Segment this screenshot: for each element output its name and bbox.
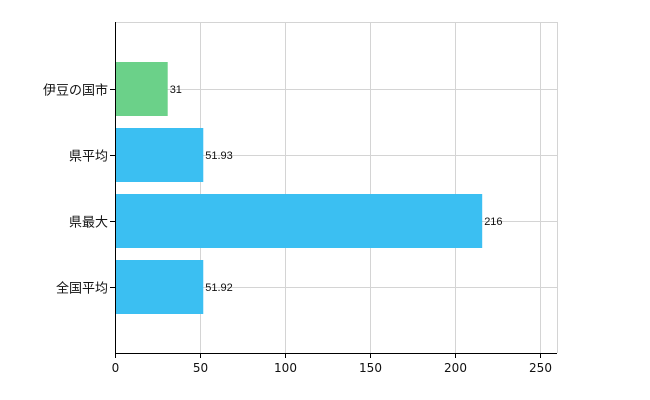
y-tick-label-1: 県平均 [69,150,108,165]
bar-0 [115,62,168,116]
x-tick-label-200: 200 [444,361,467,375]
data-label-2: 216 [484,216,502,228]
bar-2 [115,194,483,248]
data-label-0: 31 [170,84,182,96]
bar-3 [115,260,204,314]
x-tick-label-50: 50 [193,361,208,375]
x-tick-label-100: 100 [274,361,297,375]
y-tick-label-3: 全国平均 [56,281,108,297]
x-tick-label-150: 150 [359,361,382,375]
y-tick-label-2: 県最大 [69,216,108,231]
data-label-3: 51.92 [205,282,233,294]
bar-1 [115,128,204,182]
data-label-1: 51.93 [205,150,233,162]
y-tick-label-0: 伊豆の国市 [43,83,108,99]
x-tick-label-0: 0 [112,361,120,375]
x-tick-label-250: 250 [529,361,552,375]
